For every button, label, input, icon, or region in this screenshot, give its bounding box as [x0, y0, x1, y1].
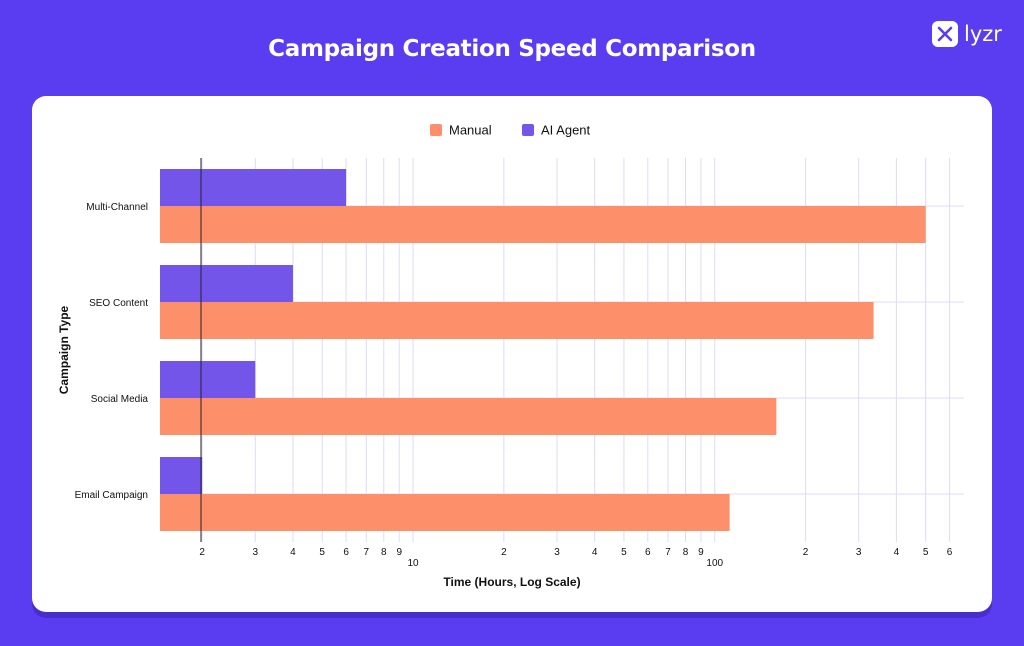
- bar-ai-agent-multi-channel: [160, 169, 347, 206]
- brand-logo: lyzr: [932, 21, 1002, 47]
- legend-swatch-ai-agent[interactable]: [522, 124, 534, 136]
- x-tick-label-13: 6: [645, 547, 651, 558]
- x-axis-title: Time (Hours, Log Scale): [443, 575, 580, 589]
- category-label-email-campaign: Email Campaign: [75, 490, 148, 501]
- x-tick-label-3: 5: [319, 547, 325, 558]
- category-label-multi-channel: Multi-Channel: [86, 202, 148, 213]
- x-tick-label-8: 10: [407, 558, 419, 569]
- x-tick-label-16: 9: [698, 547, 704, 558]
- legend-label-ai-agent[interactable]: AI Agent: [541, 123, 591, 138]
- x-tick-label-22: 6: [947, 547, 953, 558]
- x-tick-label-0: 2: [199, 547, 205, 558]
- x-tick-label-21: 5: [923, 547, 929, 558]
- chart-card: Multi-Channel SEO Content Social Media Emai…: [32, 96, 992, 612]
- lyzr-logo-icon: [932, 21, 958, 47]
- x-tick-label-9: 2: [501, 547, 507, 558]
- x-tick-label-20: 4: [894, 547, 900, 558]
- bar-ai-agent-seo-content: [160, 265, 293, 302]
- y-axis-title: Campaign Type: [57, 305, 71, 394]
- page-title: Campaign Creation Speed Comparison: [268, 36, 756, 62]
- bar-manual-multi-channel: [160, 206, 926, 243]
- x-tick-label-15: 8: [683, 547, 689, 558]
- bar-manual-email-campaign: [160, 494, 730, 531]
- category-label-seo-content: SEO Content: [89, 298, 148, 309]
- bar-manual-social-media: [160, 398, 777, 435]
- x-tick-label-18: 2: [803, 547, 809, 558]
- x-tick-label-17: 100: [706, 558, 723, 569]
- bars: [160, 169, 926, 531]
- brand-name: lyzr: [964, 22, 1002, 46]
- bar-ai-agent-email-campaign: [160, 457, 203, 494]
- x-tick-label-2: 4: [290, 547, 296, 558]
- x-tick-label-4: 6: [343, 547, 349, 558]
- x-tick-label-1: 3: [252, 547, 258, 558]
- x-tick-label-10: 3: [554, 547, 560, 558]
- x-tick-label-6: 8: [381, 547, 387, 558]
- x-tick-label-5: 7: [364, 547, 370, 558]
- legend-label-manual[interactable]: Manual: [449, 123, 492, 138]
- category-label-social-media: Social Media: [91, 394, 149, 405]
- x-tick-label-12: 5: [621, 547, 627, 558]
- x-tick-label-14: 7: [665, 547, 671, 558]
- bar-manual-seo-content: [160, 302, 874, 339]
- x-tick-label-19: 3: [856, 547, 862, 558]
- x-tick-label-7: 9: [396, 547, 402, 558]
- legend-swatch-manual[interactable]: [430, 124, 442, 136]
- x-tick-label-11: 4: [592, 547, 598, 558]
- bar-chart: Multi-Channel SEO Content Social Media Emai…: [57, 123, 964, 589]
- legend[interactable]: Manual AI Agent: [430, 123, 591, 138]
- bar-ai-agent-social-media: [160, 361, 256, 398]
- category-labels: Multi-Channel SEO Content Social Media Emai…: [75, 202, 149, 501]
